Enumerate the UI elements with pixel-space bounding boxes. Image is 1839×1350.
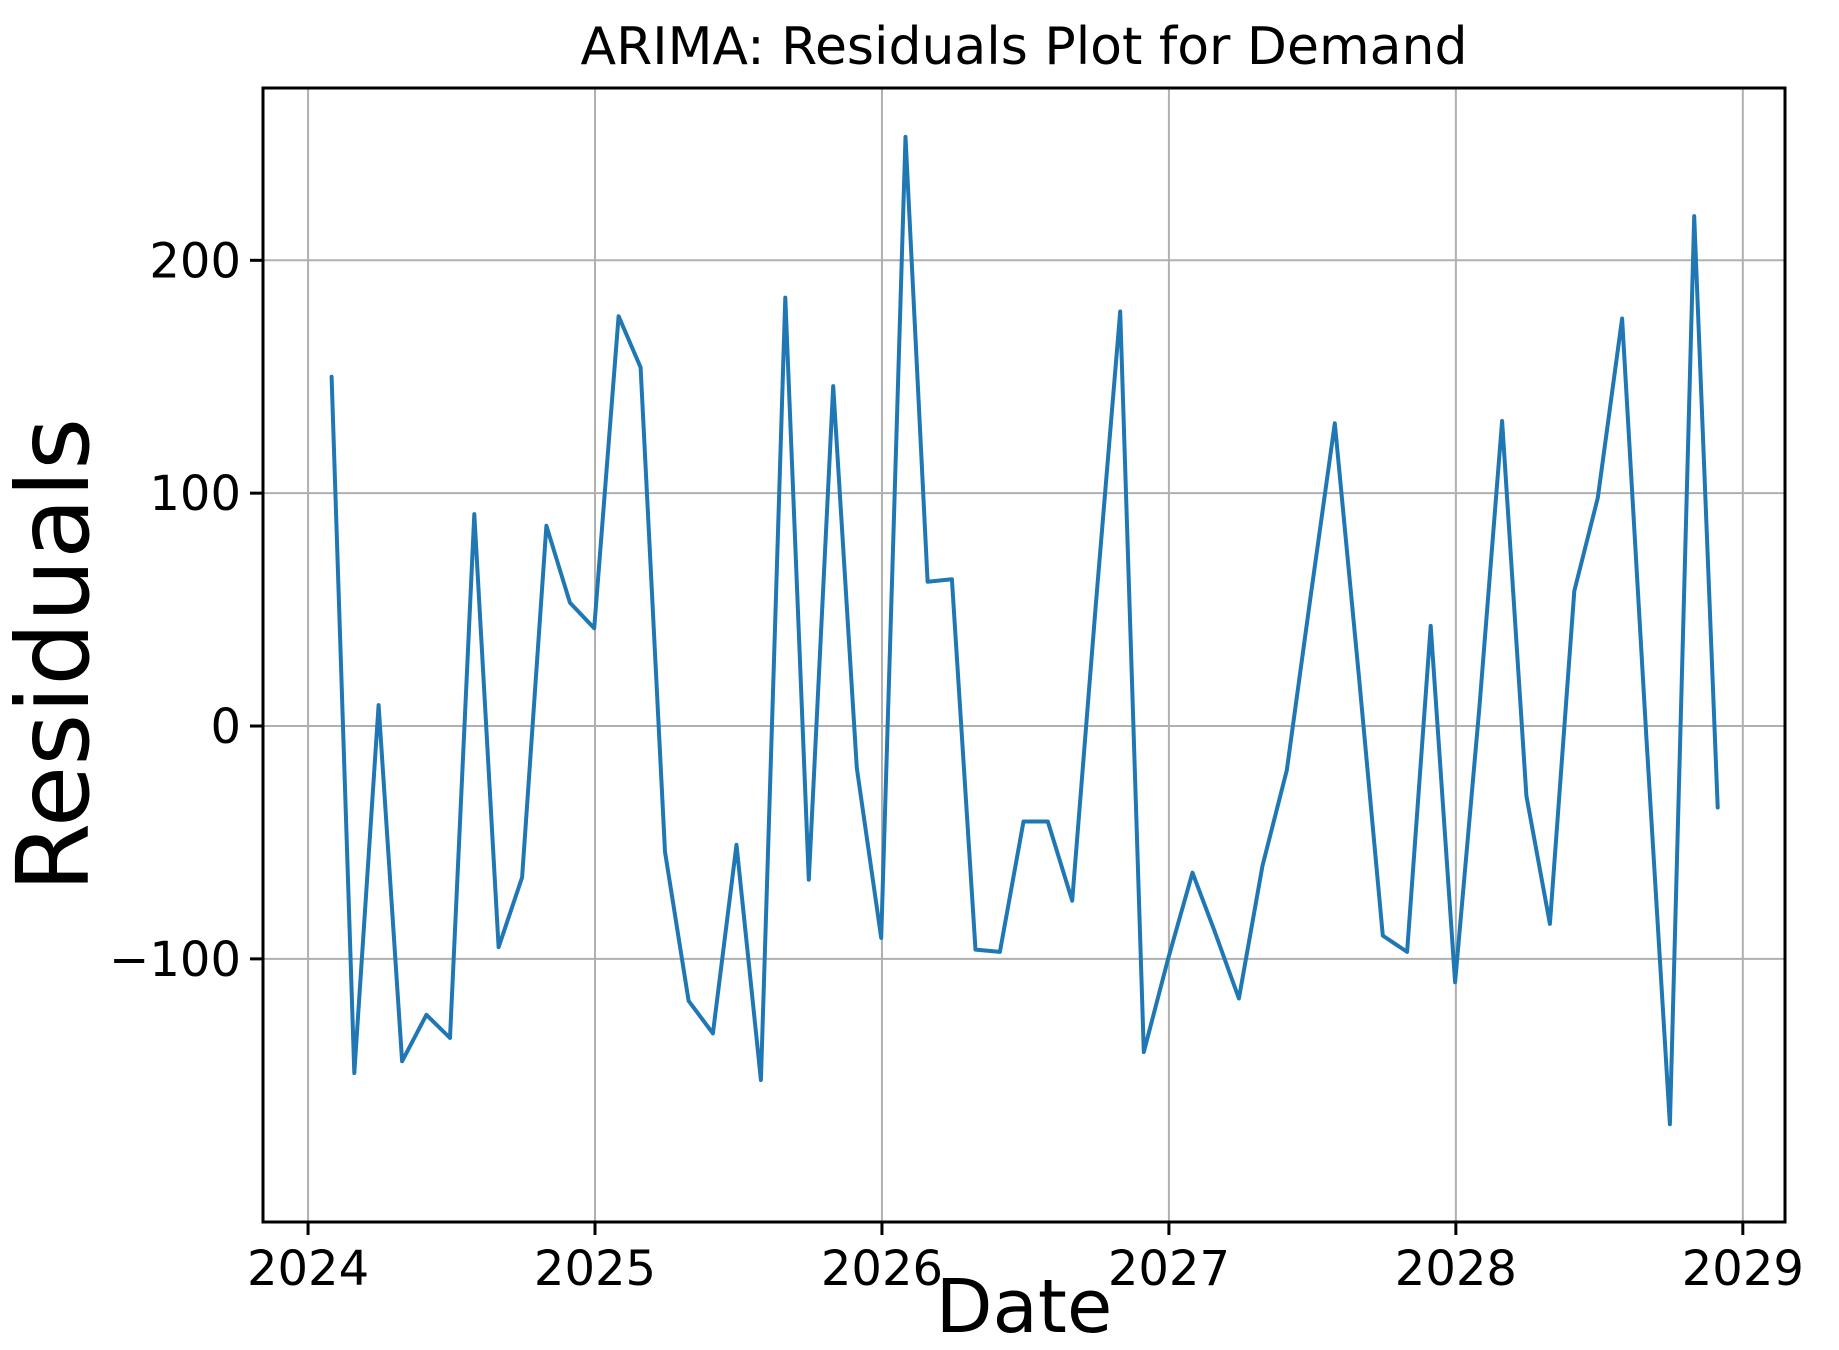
grid-layer: [263, 88, 1785, 1222]
x-tick-label: 2026: [821, 1241, 943, 1297]
x-axis-label: Date: [936, 1264, 1113, 1350]
y-axis-label: Residuals: [0, 418, 112, 892]
x-tick-label: 2027: [1108, 1241, 1230, 1297]
y-tick-label: 0: [210, 699, 241, 755]
y-tick-label: 100: [149, 466, 241, 522]
residuals-line: [329, 134, 1720, 1127]
x-tick-label: 2024: [247, 1241, 369, 1297]
tick-label-layer: 2024 2025 2026 2027 2028 2029 −100 0 100 200: [109, 233, 1804, 1297]
y-tick-label: −100: [109, 932, 241, 988]
chart-title: ARIMA: Residuals Plot for Demand: [581, 17, 1468, 77]
x-tick-label: 2028: [1395, 1241, 1517, 1297]
y-tick-label: 200: [149, 233, 241, 289]
series-layer: [329, 134, 1720, 1127]
x-tick-label: 2025: [534, 1241, 656, 1297]
axes-spines: [261, 86, 1787, 1224]
x-tick-label: 2029: [1682, 1241, 1804, 1297]
tick-layer: [250, 258, 1745, 1235]
